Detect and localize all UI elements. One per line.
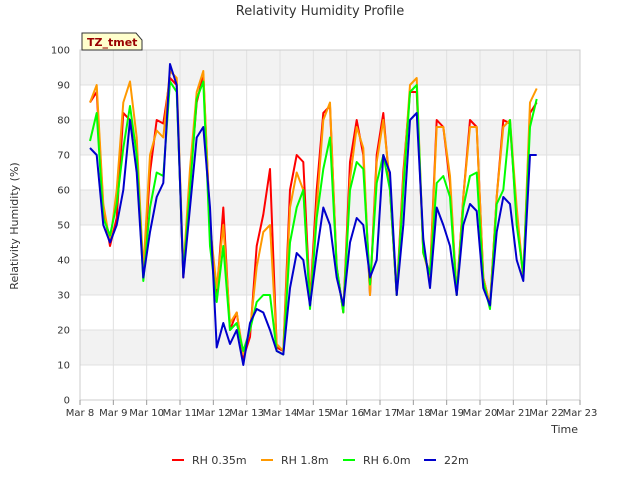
legend-label: RH 0.35m — [192, 454, 247, 467]
x-tick-label: Mar 15 — [296, 408, 331, 419]
y-tick-label: 50 — [57, 221, 70, 232]
y-tick-label: 40 — [57, 256, 70, 267]
station-badge: TZ_tmet — [81, 32, 143, 51]
chart-title: Relativity Humidity Profile — [236, 4, 404, 19]
x-tick-label: Mar 18 — [396, 408, 431, 419]
legend-item: RH 6.0m — [343, 454, 411, 467]
x-tick-label: Mar 12 — [196, 408, 231, 419]
y-axis-label: Relativity Humidity (%) — [8, 162, 21, 289]
y-tick-label: 80 — [57, 116, 70, 127]
y-tick-label: 0 — [64, 396, 70, 407]
band — [80, 50, 580, 85]
series-lines — [89, 63, 538, 366]
band — [80, 260, 580, 295]
x-tick-label: Mar 10 — [129, 408, 164, 419]
legend-item: RH 1.8m — [261, 454, 329, 467]
x-axis-label: Time — [550, 423, 578, 436]
y-tick-label: 60 — [57, 186, 70, 197]
x-tick-label: Mar 22 — [529, 408, 564, 419]
x-tick-label: Mar 20 — [463, 408, 498, 419]
legend-label: RH 6.0m — [363, 454, 411, 467]
plot-frame — [79, 49, 581, 401]
y-tick-label: 70 — [57, 151, 70, 162]
x-tick-label: Mar 14 — [263, 408, 298, 419]
legend-item: 22m — [424, 454, 469, 467]
x-tick-label: Mar 13 — [229, 408, 264, 419]
x-tick-label: Mar 8 — [66, 408, 94, 419]
x-tick-label: Mar 17 — [363, 408, 398, 419]
y-tick-label: 90 — [57, 81, 70, 92]
legend-label: RH 1.8m — [281, 454, 329, 467]
x-tick-label: Mar 16 — [329, 408, 364, 419]
legend-item: RH 0.35m — [172, 454, 247, 467]
band — [80, 330, 580, 365]
y-tick-label: 10 — [57, 361, 70, 372]
y-tick-label: 30 — [57, 291, 70, 302]
x-tick-label: Mar 21 — [496, 408, 531, 419]
legend: RH 0.35m RH 1.8m RH 6.0m 22m — [172, 454, 469, 467]
station-badge-shape — [81, 32, 143, 51]
station-badge-text: TZ_tmet — [87, 36, 137, 49]
legend-label: 22m — [444, 454, 469, 467]
x-tick-label: Mar 11 — [163, 408, 198, 419]
x-tick-label: Mar 9 — [99, 408, 127, 419]
y-tick-label: 100 — [51, 46, 70, 57]
x-tick-label: Mar 23 — [563, 408, 598, 419]
x-tick-label: Mar 19 — [429, 408, 464, 419]
y-axis-ticks: 0 10 20 30 40 50 60 70 80 90 100 — [51, 46, 70, 407]
series-line-22m — [89, 63, 537, 366]
y-tick-label: 20 — [57, 326, 70, 337]
